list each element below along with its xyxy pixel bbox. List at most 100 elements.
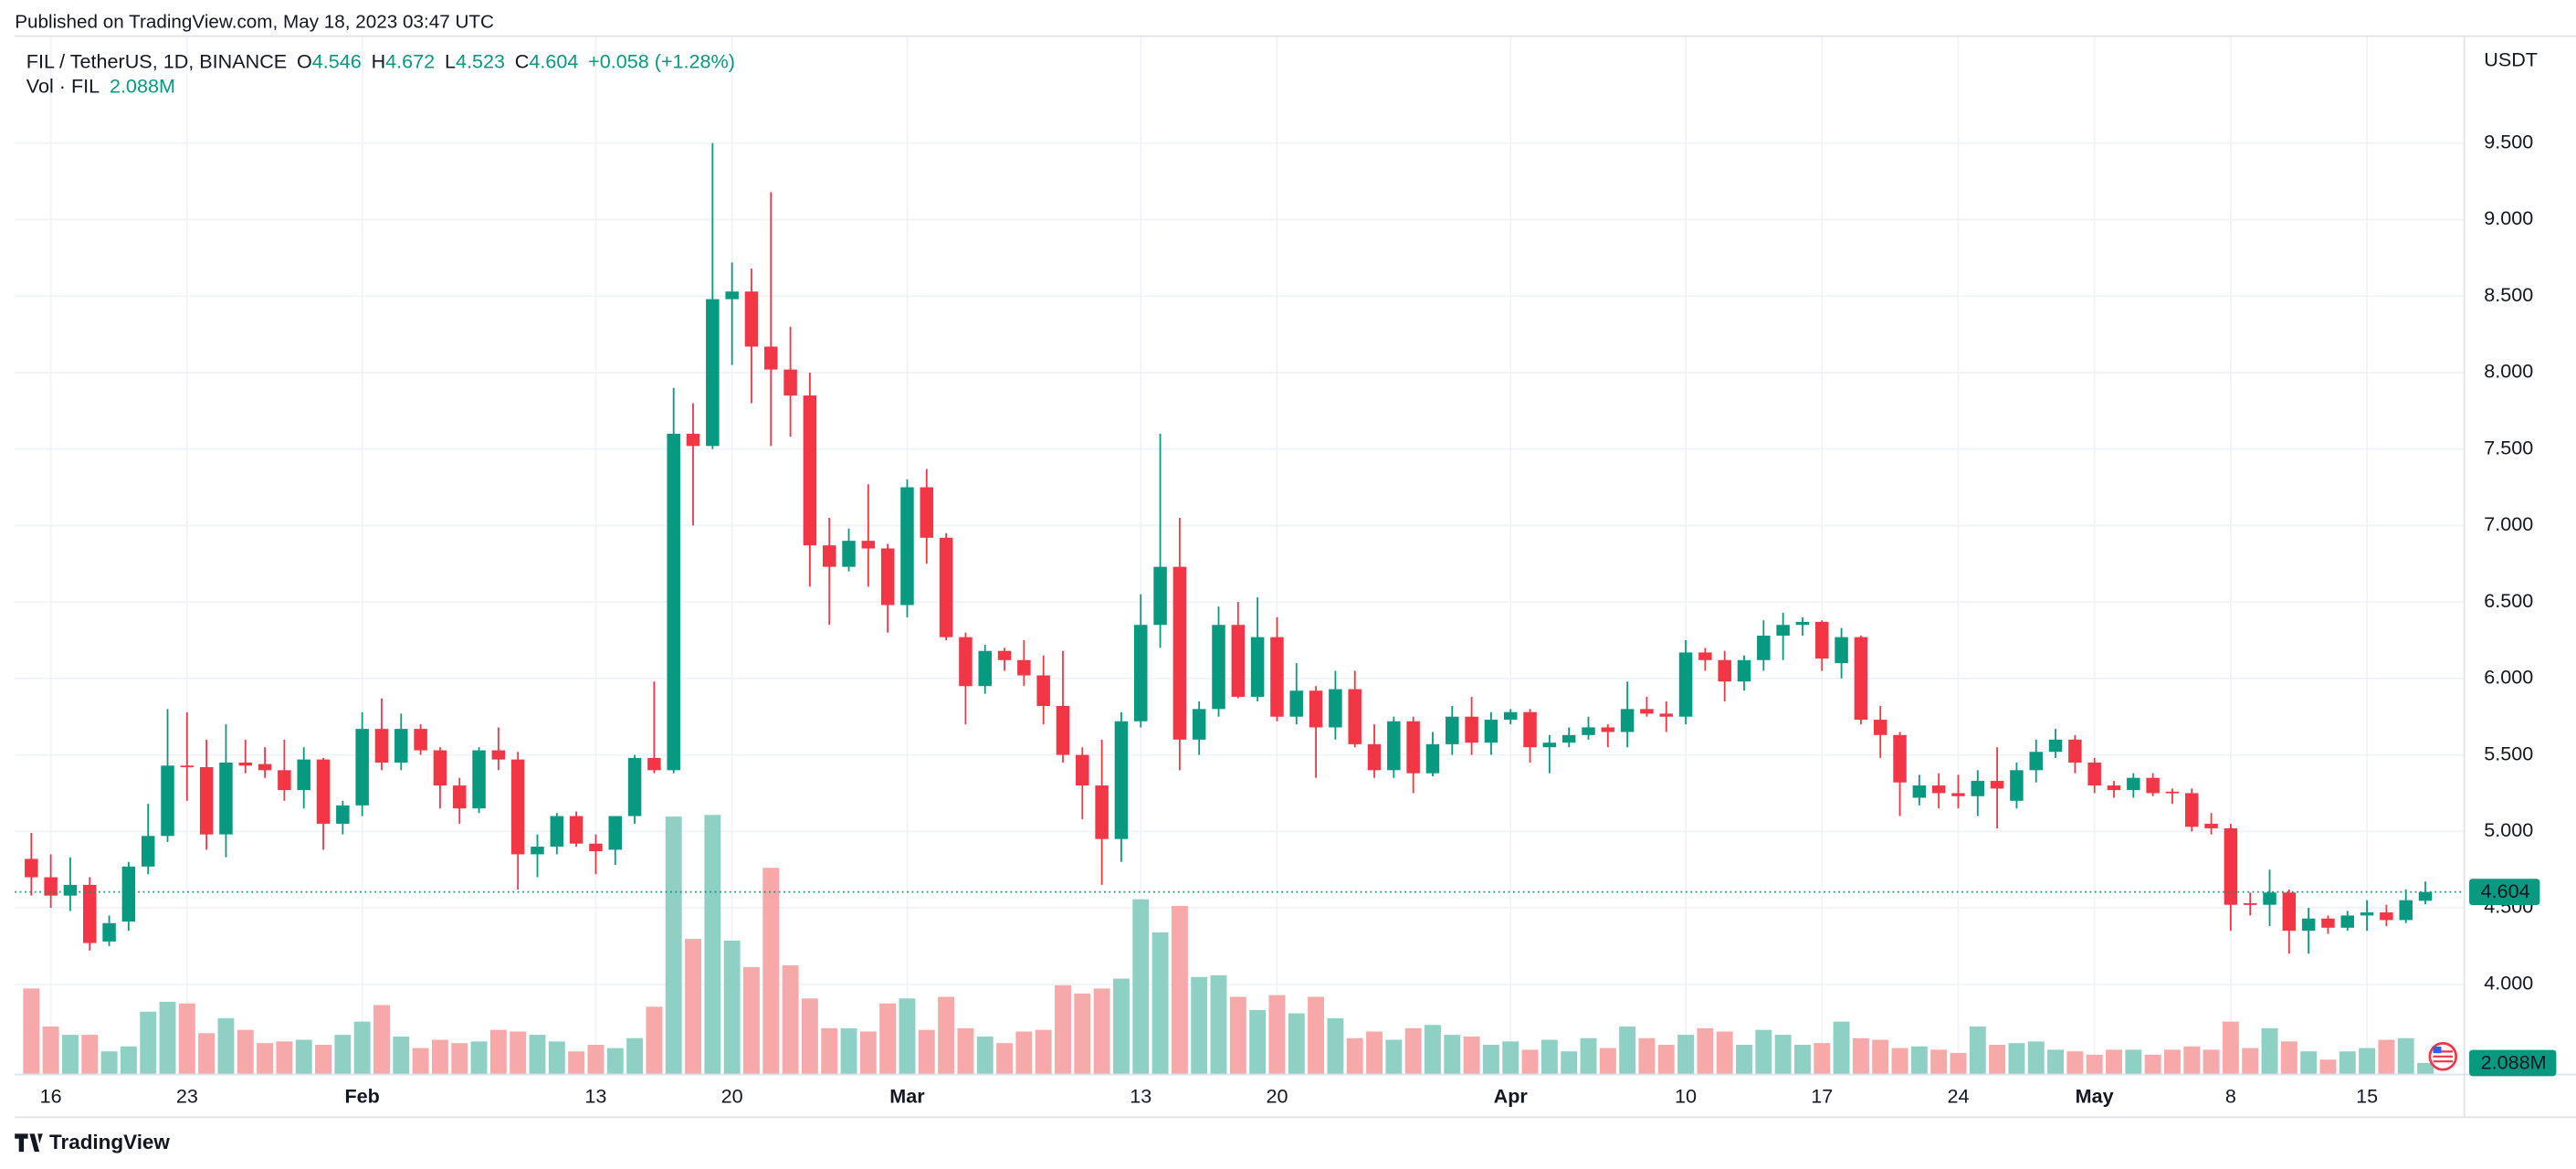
candle-body	[1523, 711, 1537, 748]
candle-body	[452, 785, 467, 809]
y-tick-label: 8.500	[2484, 283, 2533, 306]
volume-bar	[1794, 1044, 1811, 1075]
candle-body	[2380, 912, 2393, 921]
x-tick-label: Feb	[344, 1084, 379, 1107]
volume-bar	[61, 1035, 79, 1075]
x-tick-label: 8	[2225, 1084, 2236, 1107]
volume-bar	[1910, 1046, 1928, 1075]
candle-body	[2360, 912, 2374, 916]
candle-body	[2048, 739, 2063, 753]
candle-body	[900, 487, 914, 606]
candle-body	[1835, 637, 1848, 664]
volume-bar	[2417, 1062, 2434, 1075]
volume-bar	[1657, 1044, 1675, 1075]
volume-bar	[840, 1027, 857, 1075]
volume-bar	[1540, 1039, 1558, 1075]
volume-bar	[938, 996, 955, 1075]
x-tick-label: 24	[1947, 1084, 1969, 1107]
candle-body	[2418, 891, 2433, 901]
volume-value: 2.088M	[110, 74, 175, 97]
volume-bar	[1268, 995, 1286, 1075]
volume-bar	[1502, 1041, 1519, 1075]
candles	[25, 142, 2433, 954]
candle-body	[920, 487, 934, 538]
candle-body	[1718, 659, 1731, 682]
candle-body	[1815, 621, 1829, 659]
volume-bar	[334, 1035, 352, 1075]
candle-body	[569, 816, 584, 844]
candle-body	[2301, 918, 2316, 932]
volume-bar	[1385, 1039, 1403, 1075]
volume-bar	[2261, 1027, 2278, 1075]
x-tick-label: 13	[1130, 1084, 1151, 1107]
candle-body	[199, 766, 214, 835]
volume-bar	[257, 1043, 274, 1075]
volume-bar	[2047, 1049, 2065, 1075]
volume-bar	[510, 1031, 527, 1075]
volume-bar	[2319, 1059, 2337, 1075]
volume-bar	[2086, 1054, 2103, 1075]
candle-body	[336, 805, 350, 824]
candle-body	[161, 765, 174, 837]
volume-bar	[859, 1031, 877, 1075]
candle-body	[1309, 690, 1323, 728]
volume-bar	[489, 1029, 507, 1075]
candle-body	[2224, 827, 2238, 905]
published-note: Published on TradingView.com, May 18, 20…	[15, 12, 494, 33]
candle-body	[1289, 690, 1304, 717]
volume-bar	[315, 1044, 331, 1075]
y-tick-label: 6.000	[2484, 666, 2533, 689]
candle-body	[2185, 793, 2199, 827]
ohlc-value: 4.546	[312, 49, 362, 72]
volume-bar	[1015, 1031, 1033, 1075]
volume-bar	[2378, 1039, 2395, 1075]
candle-body	[1737, 659, 1751, 682]
candle-body	[83, 884, 97, 943]
candle-body	[238, 762, 253, 766]
volume-bar	[2183, 1046, 2201, 1075]
volume-bar	[879, 1003, 897, 1075]
volume-bar	[42, 1027, 59, 1075]
volume-title: Vol · FIL	[26, 74, 100, 97]
candle-body	[2029, 752, 2043, 771]
candle-body	[1212, 625, 1225, 710]
candle-body	[1017, 659, 1031, 676]
volume-bar	[1074, 993, 1091, 1075]
volume-bar	[1638, 1037, 1656, 1075]
candle-body	[1678, 652, 1693, 717]
volume-bar	[685, 939, 701, 1075]
candle-body	[783, 369, 797, 396]
change: +0.058 (+1.28%)	[588, 49, 735, 72]
candle-body	[1776, 625, 1790, 636]
candle-body	[63, 884, 78, 896]
volume-bar	[996, 1043, 1014, 1075]
candle-body	[1425, 743, 1440, 774]
volume-bar	[2027, 1041, 2045, 1075]
candle-body	[1795, 621, 1810, 626]
candle-body	[1172, 566, 1187, 740]
volume-bar	[1482, 1044, 1499, 1075]
candle-body	[374, 729, 389, 763]
volume-bar	[1132, 899, 1150, 1075]
candle-body	[316, 759, 331, 824]
volume-bar	[1425, 1025, 1441, 1075]
candle-body	[1893, 734, 1907, 783]
x-tick-label: 13	[584, 1084, 606, 1107]
y-tick-label: 5.500	[2484, 742, 2533, 764]
brand: TradingView	[49, 1131, 170, 1153]
x-tick-label: 15	[2356, 1084, 2378, 1107]
candle-body	[2399, 900, 2413, 921]
volume-bar	[801, 998, 818, 1075]
volume-bar	[2106, 1049, 2122, 1075]
candle-body	[939, 537, 953, 637]
volume-bar	[1677, 1035, 1695, 1075]
volume-bar	[782, 965, 799, 1075]
y-tick-label: 8.000	[2484, 360, 2533, 383]
candle-body	[2243, 903, 2257, 905]
volume-bar	[1288, 1013, 1305, 1075]
candle-body	[278, 770, 291, 791]
volume-bar	[120, 1046, 137, 1075]
volume-bar	[918, 1029, 935, 1075]
volume-bar	[2397, 1037, 2414, 1075]
